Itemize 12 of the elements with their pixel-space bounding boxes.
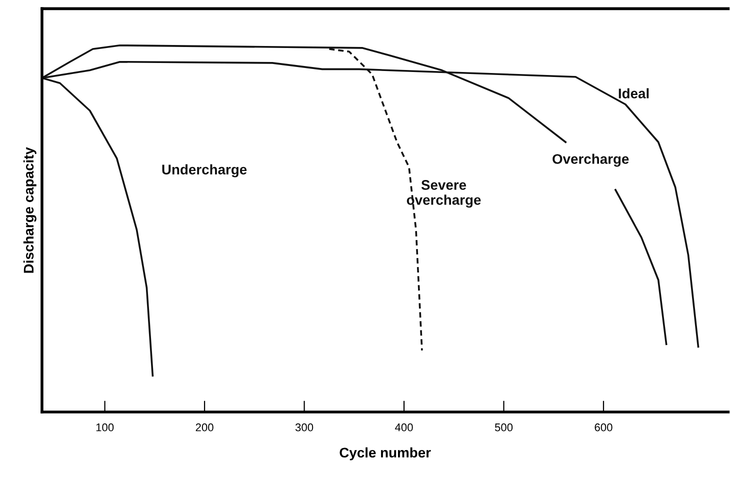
x-tick-label: 400: [395, 423, 413, 432]
x-tick-label: 500: [494, 423, 513, 432]
x-tick-label: 300: [295, 423, 314, 432]
series-label: Severe overcharge: [406, 180, 481, 208]
x-tick-label: 600: [594, 423, 612, 432]
series-label: Overcharge: [552, 154, 629, 167]
text: Undercharge: [162, 164, 247, 178]
y-axis-title: Discharge capacity: [23, 147, 36, 273]
x-tick-label: 200: [196, 423, 214, 432]
series-label: Ideal: [618, 88, 649, 98]
x-tick-label: 100: [96, 423, 114, 432]
x-axis-title: Cycle number: [340, 447, 431, 460]
